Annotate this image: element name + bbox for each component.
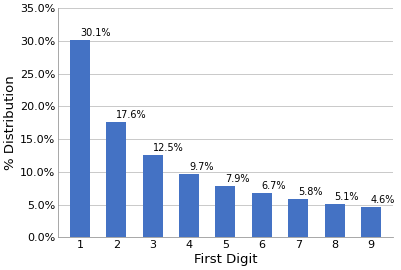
- Bar: [106, 122, 126, 237]
- Text: 7.9%: 7.9%: [225, 174, 250, 184]
- Y-axis label: % Distribution: % Distribution: [4, 75, 17, 170]
- Bar: [252, 193, 272, 237]
- Text: 12.5%: 12.5%: [153, 143, 183, 153]
- Bar: [70, 40, 90, 237]
- Text: 5.1%: 5.1%: [334, 192, 359, 202]
- X-axis label: First Digit: First Digit: [194, 253, 257, 266]
- Bar: [361, 207, 381, 237]
- Bar: [324, 204, 344, 237]
- Bar: [288, 199, 308, 237]
- Text: 6.7%: 6.7%: [262, 181, 286, 191]
- Text: 30.1%: 30.1%: [80, 28, 110, 38]
- Text: 5.8%: 5.8%: [298, 187, 323, 197]
- Text: 4.6%: 4.6%: [371, 195, 395, 205]
- Bar: [215, 185, 235, 237]
- Text: 9.7%: 9.7%: [189, 162, 214, 172]
- Bar: [143, 156, 163, 237]
- Bar: [179, 174, 199, 237]
- Text: 17.6%: 17.6%: [116, 110, 147, 120]
